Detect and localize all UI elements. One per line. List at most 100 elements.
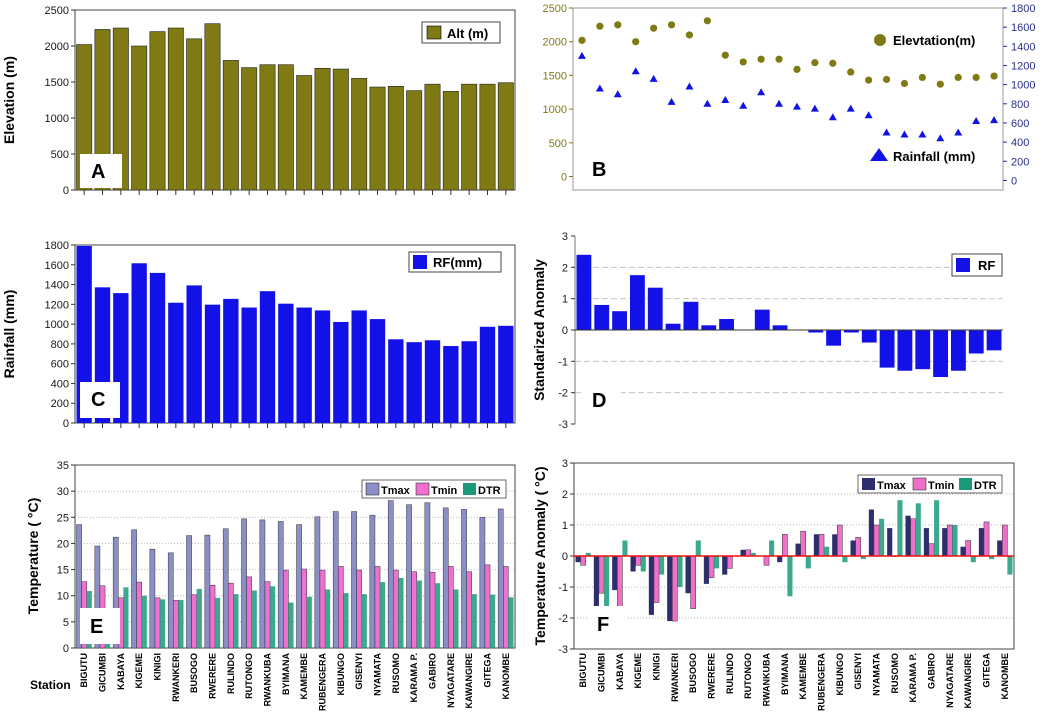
- panel-c-letter-box: [80, 382, 120, 418]
- panel-e-tmax-bar: [442, 507, 449, 649]
- panel-a-letter: A: [91, 161, 105, 183]
- panel-c-bar: [351, 310, 367, 423]
- panel-c-ylabel: Rainfall (mm): [1, 290, 17, 379]
- panel-e-ylabel: Temperature ( °C): [25, 498, 41, 615]
- panel-e-station-label: RWANKUBA: [263, 653, 273, 707]
- panel-e-station-label: RWANKERI: [171, 653, 181, 702]
- panel-d-ytick-label: 2: [562, 262, 568, 274]
- panel-f-dtr-bar: [970, 556, 976, 563]
- panel-e-station-label: RWERERE: [208, 653, 218, 699]
- panel-b-right-tick-label: 200: [1011, 156, 1029, 168]
- panel-c-bar: [369, 319, 386, 423]
- panel-e-tmax-bar: [479, 517, 486, 649]
- panel-d: Standarized Anomaly -3 -2 -1 0 1 2 3 RF D: [531, 231, 1003, 431]
- panel-f-ytick-label: 3: [562, 458, 568, 470]
- panel-e-dtr-bar: [306, 596, 312, 648]
- panel-a-letter-box: [80, 154, 122, 188]
- panel-b-right-tick-label: 1600: [1011, 22, 1035, 34]
- panel-e-ytick-label: 30: [57, 486, 69, 498]
- panel-f-ytick-label: 1: [562, 520, 568, 532]
- panel-a-ytick-label: 1500: [45, 77, 69, 89]
- panel-e-station-label: RUTONGO: [244, 653, 254, 699]
- panel-f-ytick-label: -2: [558, 613, 568, 625]
- panel-b-elevation-point: [685, 31, 694, 39]
- panel-a-bar: [186, 38, 203, 191]
- panel-a-frame: [74, 9, 516, 191]
- panel-a-ytick-label: 2500: [45, 5, 69, 17]
- panel-c-frame: [74, 244, 516, 424]
- panel-e-legend-dtr-swatch: [463, 483, 476, 495]
- panel-b-left-tick-label: 2000: [543, 37, 567, 49]
- panel-c-bar: [461, 341, 477, 423]
- panel-d-letter-box: [581, 383, 621, 417]
- panel-f-tmax-bar: [850, 540, 856, 556]
- panel-e-tmin-bar: [191, 594, 197, 649]
- panel-d-bar: [861, 330, 877, 343]
- panel-b-rainfall-point: [864, 111, 873, 119]
- panel-a-bar: [167, 27, 184, 191]
- panel-f-tmax-bar: [777, 556, 783, 563]
- panel-f-tmin-bar: [800, 530, 806, 557]
- panel-c-bar: [479, 326, 496, 423]
- panel-d-bar: [772, 325, 788, 330]
- panel-e-tmax-bar: [406, 504, 412, 649]
- panel-e-tmin-bar: [136, 581, 142, 649]
- panel-f-station-label: NYAMATA: [872, 653, 882, 696]
- panel-a-bar: [479, 83, 496, 191]
- panel-d-legend-label: RF: [978, 258, 995, 273]
- panel-f-dtr-bar: [604, 556, 610, 615]
- panel-c-ytick-label: 600: [51, 359, 69, 371]
- panel-e-station-label: GABIRO: [428, 653, 438, 689]
- panel-f-station-label: RWERERE: [707, 653, 717, 699]
- panel-f-tmin-bar: [690, 555, 696, 609]
- panel-d-ytick-label: 0: [562, 325, 568, 337]
- panel-f-dtr-bar: [769, 540, 775, 556]
- panel-f-tmin-bar: [1002, 524, 1008, 557]
- panel-a: Elevation (m) 0 500 1000 1500 2000 2500 Alt (m…: [1, 5, 516, 197]
- panel-e-tmax-bar: [167, 552, 174, 649]
- panel-f-tmin-bar: [635, 555, 641, 566]
- panel-d-bar: [933, 330, 948, 377]
- panel-e-tmax-bar: [461, 509, 467, 649]
- panel-e-dtr-bar: [178, 599, 184, 648]
- panel-f-tmax-bar: [593, 556, 599, 609]
- panel-a-bar: [241, 67, 258, 191]
- panel-c-bar: [443, 346, 459, 423]
- panel-e-dtr-bar: [361, 594, 367, 648]
- panel-c-bar: [186, 285, 202, 423]
- panel-f-tmax-bar: [612, 556, 618, 591]
- panel-f-legend-dtr-swatch: [959, 478, 972, 490]
- panel-f-tmin-bar: [910, 518, 916, 557]
- panel-b-elevation-point: [667, 21, 676, 29]
- panel-d-bar: [754, 309, 770, 330]
- panel-e-ytick-label: 5: [63, 617, 69, 629]
- panel-f-tmax-bar: [832, 534, 838, 556]
- panel-e-tmax-bar: [314, 516, 321, 649]
- panel-a-bar: [442, 91, 459, 191]
- panel-f-station-label: KABAYA: [615, 653, 625, 690]
- panel-e-tmin-bar: [283, 569, 289, 649]
- panel-b-rainfall-point: [900, 130, 909, 138]
- panel-f-dtr-bar: [1007, 556, 1013, 575]
- panel-c-legend-swatch: [413, 255, 427, 269]
- panel-e-letter-box: [80, 608, 120, 644]
- panel-e-dtr-bar: [288, 602, 294, 648]
- panel-d-bar: [915, 330, 931, 370]
- panel-e-dtr-bar: [251, 590, 257, 648]
- panel-b-rainfall-point: [990, 116, 999, 124]
- panel-e-tmax-bar: [149, 548, 156, 649]
- panel-f-dtr-bar: [860, 556, 866, 560]
- panel-f-tmax-bar: [868, 509, 874, 556]
- panel-f-station-label: GABIRO: [927, 653, 937, 689]
- panel-f-tmax-bar: [960, 546, 966, 556]
- panel-e-tmax-bar: [131, 529, 137, 649]
- panel-e-dtr-bar: [343, 593, 349, 648]
- panel-e-dtr-bar: [508, 597, 514, 648]
- panel-b-rainfall-point: [757, 88, 766, 96]
- panel-b-legend-rain-marker: [870, 148, 888, 161]
- panel-f-tmin-bar: [745, 549, 751, 557]
- panel-f-tmin-bar: [965, 540, 971, 557]
- panel-f-station-label: BYIMANA: [780, 653, 790, 695]
- panel-b-rainfall-point: [846, 104, 855, 112]
- panel-f-station-label: RUSOMO: [890, 653, 900, 694]
